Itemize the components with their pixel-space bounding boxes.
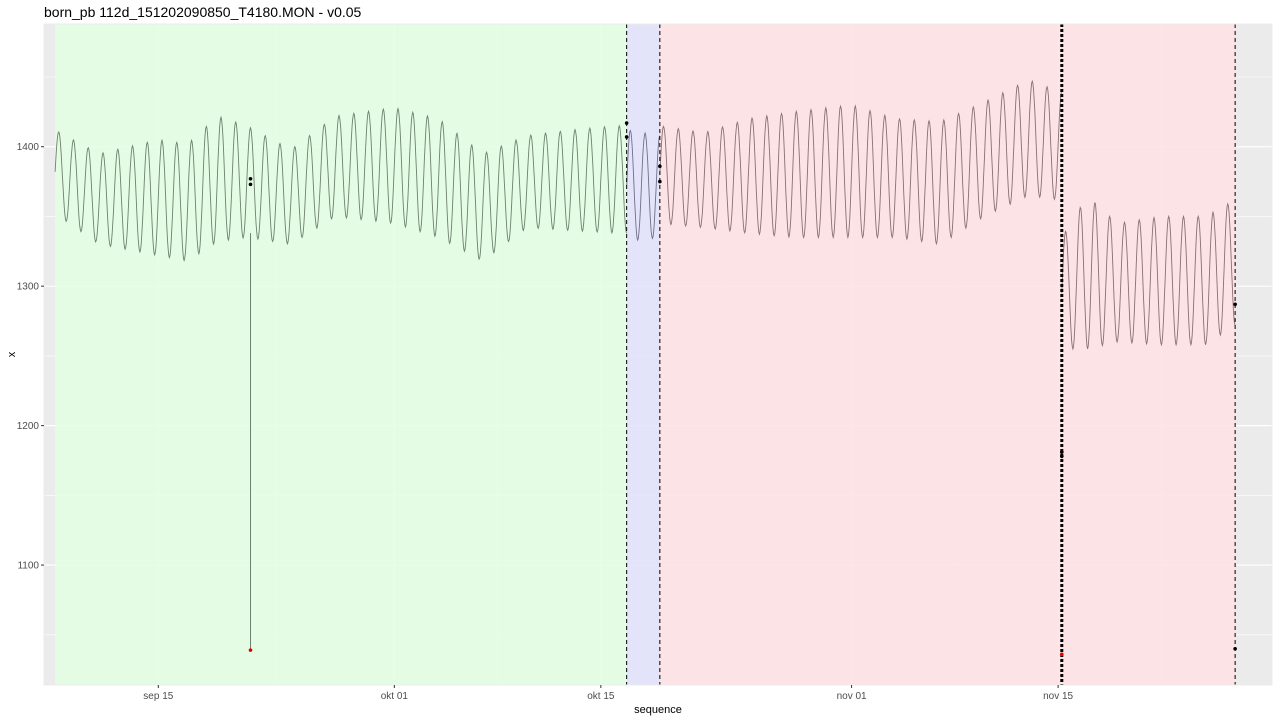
region-1 [626, 24, 660, 685]
marker-point-4 [658, 164, 662, 169]
plot-border [43, 23, 1273, 686]
series-line-2 [659, 79, 1063, 246]
x-tick-label-1: okt 01 [381, 691, 409, 702]
marker-point-1 [248, 182, 253, 187]
marker-point-9 [1233, 646, 1237, 651]
series-line-3 [1061, 202, 1236, 351]
x-axis-title: sequence [634, 704, 682, 716]
region-2 [659, 24, 1236, 685]
x-tick-label-0: sep 15 [143, 691, 173, 702]
series-line-1 [626, 129, 661, 242]
outlier-point-0 [248, 648, 253, 652]
x-tick-label-3: nov 01 [837, 691, 867, 702]
y-tick-label-1: 1200 [17, 421, 40, 432]
series-line-0 [54, 107, 628, 262]
y-tick-label-3: 1400 [17, 142, 40, 153]
marker-point-7 [1060, 454, 1064, 459]
outlier-point-1 [1060, 652, 1064, 657]
y-tick-label-2: 1300 [17, 282, 40, 293]
marker-point-5 [658, 179, 662, 184]
y-tick-label-0: 1100 [17, 561, 39, 572]
x-tick-label-4: nov 15 [1043, 691, 1073, 702]
marker-point-3 [624, 135, 629, 139]
marker-point-2 [624, 121, 629, 125]
x-tick-label-2: okt 15 [587, 691, 615, 702]
marker-point-0 [248, 176, 253, 181]
marker-point-6 [1060, 450, 1064, 454]
chart-title: born_pb 112d_151202090850_T4180.MON - v0… [44, 4, 362, 20]
marker-point-8 [1233, 302, 1237, 307]
y-axis-title: x [6, 351, 18, 357]
region-0 [55, 24, 627, 685]
